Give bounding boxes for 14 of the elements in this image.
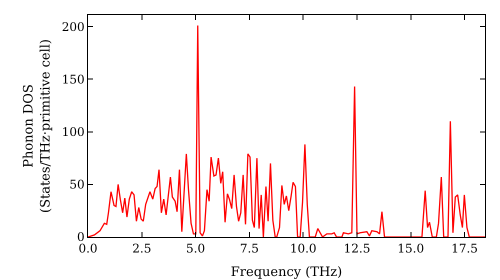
y-tick-label: 50	[69, 178, 85, 192]
x-axis-title: Frequency (THz)	[230, 265, 342, 280]
y-tick-label: 150	[62, 72, 85, 86]
x-tick-label: 2.5	[132, 241, 152, 256]
x-tick-label: 10.0	[290, 241, 317, 256]
y-tick-label: 200	[62, 20, 85, 34]
x-tick-label: 5.0	[186, 241, 206, 256]
y-tick-label: 100	[62, 124, 85, 139]
x-tick-label: 17.5	[451, 241, 478, 256]
x-tick-label: 7.5	[240, 241, 259, 256]
line-series	[88, 24, 485, 237]
y-axis-title: Phonon DOS (States/THz·primitive cell)	[22, 38, 54, 214]
x-tick-label: 15.0	[397, 241, 424, 256]
x-tick-label: 12.5	[344, 241, 370, 256]
